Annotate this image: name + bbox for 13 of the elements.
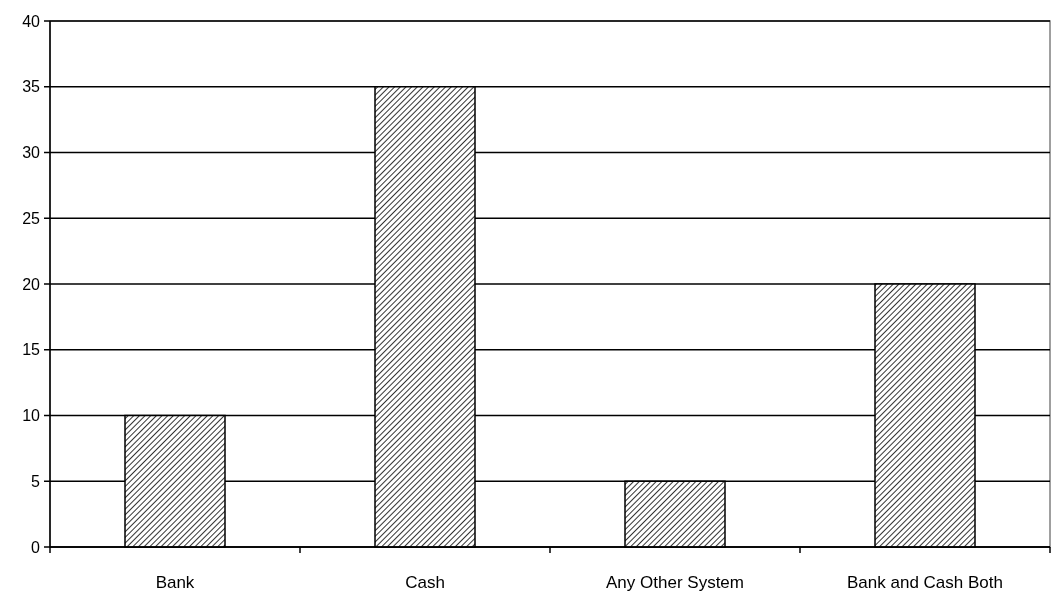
y-tick-label: 0 [31,538,41,556]
y-tick-label: 20 [22,275,41,293]
y-tick-label: 40 [22,12,41,30]
y-tick-label: 10 [22,407,41,425]
x-tick-label: Bank and Cash Both [847,573,1003,592]
y-tick-label: 15 [22,341,41,359]
y-tick-label: 5 [31,472,41,490]
x-tick-label: Any Other System [606,573,744,592]
x-tick-label: Cash [405,573,445,592]
y-tick-label: 30 [22,144,41,162]
y-tick-label: 25 [22,209,41,227]
y-tick-label: 35 [22,78,41,96]
x-tick-label: Bank [155,573,195,592]
